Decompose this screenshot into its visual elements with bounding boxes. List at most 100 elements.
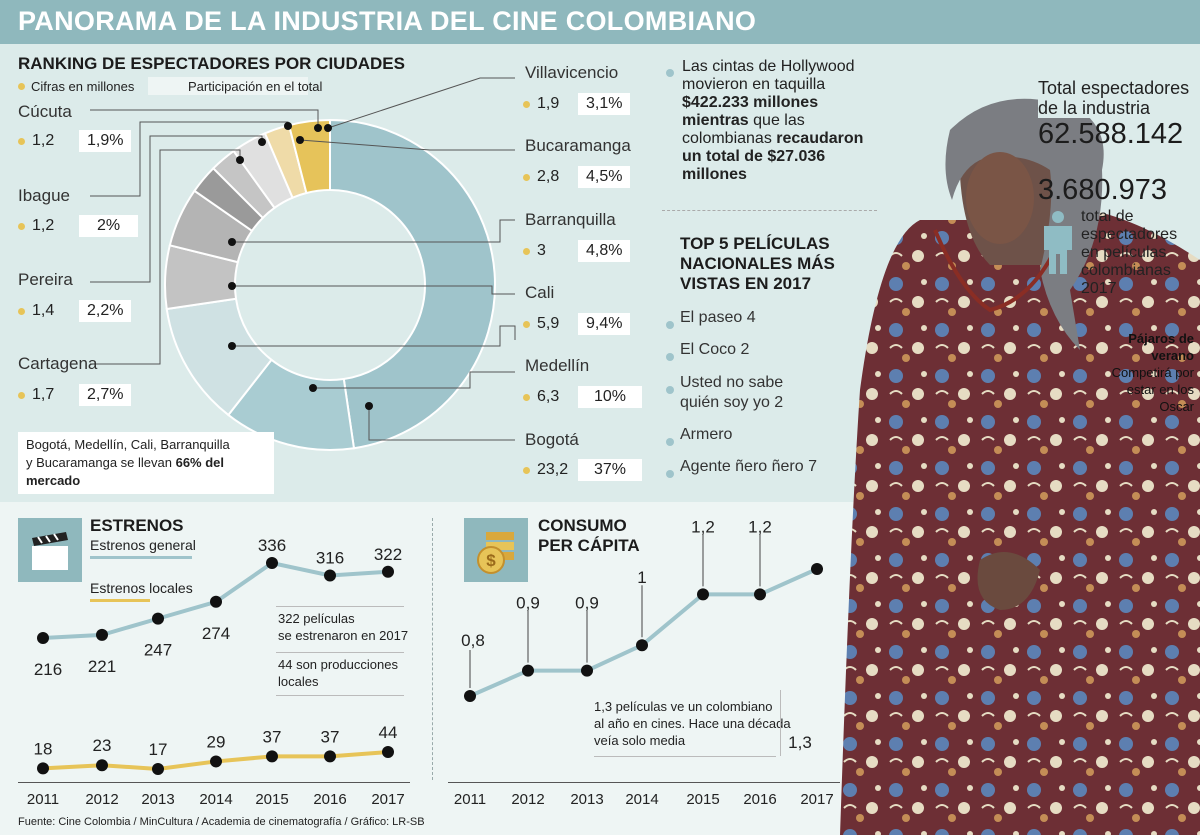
divider xyxy=(594,756,776,757)
data-point-general-2012 xyxy=(96,628,108,641)
colombian-spectators: 3.680.973 xyxy=(1038,174,1168,206)
total-spectators: 62.588.142 xyxy=(1038,118,1184,150)
estrenos-note-2: 44 son producciones locales xyxy=(278,657,398,689)
leader-dot xyxy=(314,124,322,132)
estrenos-title: ESTRENOS xyxy=(90,516,184,535)
legend-line-general xyxy=(90,556,192,559)
data-point-locales-2013 xyxy=(152,763,164,775)
donut-chart xyxy=(90,77,516,451)
series-line-consumo xyxy=(469,567,818,698)
hollywood-note: Las cintas de Hollywood movieron en taqu… xyxy=(682,58,864,183)
market-note: Bogotá, Medellín, Cali, Barranquilla y B… xyxy=(18,432,274,494)
divider xyxy=(432,518,433,780)
data-point-general-2016 xyxy=(324,569,336,582)
data-label-general-2011: 216 xyxy=(34,660,62,679)
data-point-locales-2016 xyxy=(324,750,336,763)
top5-item-2: El Coco 2 xyxy=(680,341,750,358)
data-point-consumo-2016 xyxy=(754,588,766,601)
data-label-locales-2014: 29 xyxy=(207,732,226,751)
yellow-dot-icon xyxy=(523,393,530,401)
city-values-pereira: 1,4 2,2% xyxy=(18,300,132,322)
leader-dot xyxy=(228,342,236,350)
divider xyxy=(276,652,404,653)
bullet-icon xyxy=(666,433,674,451)
yellow-dot-icon xyxy=(523,173,530,181)
city-name-cucuta: Cúcuta xyxy=(18,102,72,121)
leader-dot xyxy=(228,282,236,290)
city-values-cartagena: 1,7 2,7% xyxy=(18,384,132,406)
city-name-cartagena: Cartagena xyxy=(18,354,98,373)
yellow-dot-icon xyxy=(18,391,25,399)
data-label-consumo-2011: 0,8 xyxy=(461,631,485,650)
city-values-villavicencio: 1,9 3,1% xyxy=(523,93,631,115)
city-name-pereira: Pereira xyxy=(18,270,73,289)
data-point-consumo-2015 xyxy=(697,588,709,601)
svg-text:$: $ xyxy=(486,551,496,570)
data-point-locales-2014 xyxy=(210,755,222,768)
legend-share-swatch xyxy=(148,77,308,95)
bullet-icon xyxy=(666,64,674,82)
header-bar xyxy=(0,0,1200,44)
data-label-consumo-2014: 1 xyxy=(637,568,646,587)
leader-dot xyxy=(365,402,373,410)
data-point-general-2013 xyxy=(152,612,164,625)
data-label-locales-2012: 23 xyxy=(93,736,112,755)
data-point-consumo-2017 xyxy=(811,563,823,575)
city-name-medellin: Medellín xyxy=(525,356,590,375)
city-values-cucuta: 1,2 1,9% xyxy=(18,130,132,152)
x-tick-label-2015: 2015 xyxy=(686,791,719,808)
pajaros-note: Pájaros de verano Competirá por estar en… xyxy=(1111,331,1194,414)
x-tick-label-2011: 2011 xyxy=(27,791,59,808)
city-name-bucaramanga: Bucaramanga xyxy=(525,136,631,155)
data-point-locales-2011 xyxy=(37,762,49,775)
data-label-consumo-2012: 0,9 xyxy=(516,594,540,613)
data-label-locales-2017: 44 xyxy=(379,723,398,742)
data-point-general-2017 xyxy=(382,565,394,578)
estrenos-note-1: 322 películas se estrenaron en 2017 xyxy=(278,611,409,643)
person-icon xyxy=(1044,211,1072,274)
x-tick-label-2012: 2012 xyxy=(511,791,544,808)
city-values-bucaramanga: 2,8 4,5% xyxy=(523,166,631,188)
data-point-locales-2017 xyxy=(382,746,394,758)
yellow-dot-icon xyxy=(523,320,530,328)
data-label-consumo-2015: 1,2 xyxy=(691,517,715,536)
legend-line-locales xyxy=(90,599,150,602)
leader-dot xyxy=(296,136,304,144)
data-point-general-2015 xyxy=(266,557,278,569)
x-tick-label-2017: 2017 xyxy=(371,791,404,808)
x-tick-label-2015: 2015 xyxy=(255,791,288,808)
data-point-consumo-2013 xyxy=(581,664,593,677)
data-label-locales-2016: 37 xyxy=(321,727,340,746)
data-point-general-2011 xyxy=(37,632,49,644)
legend-share-label: Participación en el total xyxy=(188,79,323,94)
leader-dot xyxy=(236,156,244,164)
yellow-dot-icon xyxy=(523,247,530,255)
top5-item-4: Armero xyxy=(680,426,733,443)
source-footer: Fuente: Cine Colombia / MinCultura / Aca… xyxy=(18,816,425,828)
leader-dot xyxy=(309,384,317,392)
donut-slice-bogotá xyxy=(329,118,496,450)
city-values-medellin: 6,3 10% xyxy=(523,386,643,408)
x-tick-label-2013: 2013 xyxy=(570,791,603,808)
divider xyxy=(276,606,404,607)
consumo-chart: 0,8 2011 0,9 2012 0,9 2013 1 2014 1,2 2015 1,2 2016… xyxy=(454,517,834,808)
yellow-dot-icon xyxy=(18,83,25,90)
city-name-cali: Cali xyxy=(525,283,555,302)
data-label-consumo-2017: 1,3 xyxy=(788,733,812,752)
top5-item-3a: Usted no sabe xyxy=(680,374,784,391)
x-tick-label-2014: 2014 xyxy=(199,791,232,808)
data-label-general-2014: 274 xyxy=(202,624,230,643)
yellow-dot-icon xyxy=(18,307,25,315)
top5-item-5: Agente ñero ñero 7 xyxy=(680,458,817,475)
data-point-consumo-2014 xyxy=(636,639,648,652)
data-point-consumo-2011 xyxy=(464,690,476,702)
yellow-dot-icon xyxy=(523,100,530,108)
legend-estrenos-locales: Estrenos locales xyxy=(90,580,193,596)
data-label-locales-2015: 37 xyxy=(263,727,282,746)
divider xyxy=(780,690,781,756)
city-values-bogota: 23,2 37% xyxy=(523,459,643,481)
clapperboard-icon xyxy=(18,518,82,582)
data-label-general-2015: 336 xyxy=(258,536,286,555)
data-label-general-2017: 322 xyxy=(374,545,402,564)
city-values-ibague: 1,2 2% xyxy=(18,215,139,237)
